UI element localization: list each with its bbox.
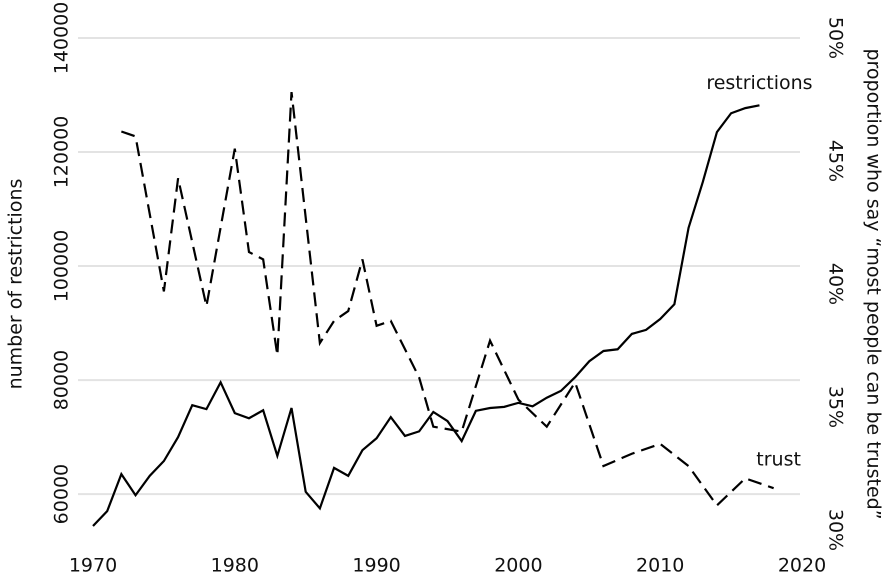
y-tick-label: 80000 xyxy=(51,350,73,410)
y-tick-label: 60000 xyxy=(51,464,73,524)
x-tick-label: 2020 xyxy=(778,555,826,577)
x-tick-label: 1970 xyxy=(69,555,117,577)
y2-tick-label: 40% xyxy=(825,263,847,305)
y2-tick-label: 45% xyxy=(825,140,847,182)
y-axis-label: number of restrictions xyxy=(5,179,27,390)
series-label: restrictions xyxy=(706,72,812,94)
y2-tick-label: 30% xyxy=(825,509,847,551)
y2-axis-label: proportion who say “most people can be t… xyxy=(863,48,885,519)
y-tick-label: 140000 xyxy=(51,2,73,75)
y-tick-label: 100000 xyxy=(51,230,73,303)
line xyxy=(120,91,775,508)
y2-tick-label: 35% xyxy=(825,386,847,428)
series-label: trust xyxy=(756,449,801,471)
x-tick-label: 1980 xyxy=(211,555,259,577)
line xyxy=(92,104,760,527)
y-tick-label: 120000 xyxy=(51,116,73,189)
y2-tick-label: 50% xyxy=(825,17,847,59)
x-tick-label: 2000 xyxy=(494,555,542,577)
x-tick-label: 1990 xyxy=(352,555,400,577)
x-tick-label: 2010 xyxy=(636,555,684,577)
